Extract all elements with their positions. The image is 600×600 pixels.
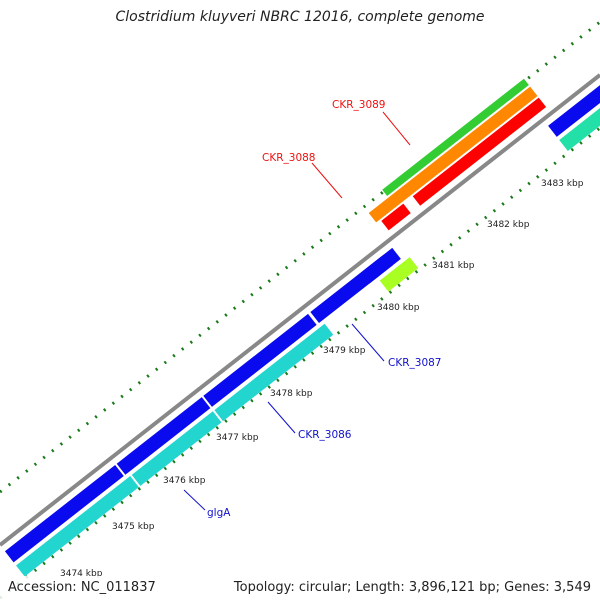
gene-ckr-3089[interactable] [382,78,529,196]
kbp-tick-label: 3482 kbp [487,220,530,230]
reverse-gene-2[interactable] [131,411,222,486]
gene-label-ckr-3088[interactable]: CKR_3088 [262,152,315,164]
aqua-gene-right[interactable] [559,72,600,151]
gene-label-ckr-3086[interactable]: CKR_3086 [298,429,352,441]
label-leader-line [351,323,385,362]
backbone-line [0,73,600,547]
forward-gene-3[interactable] [203,313,317,407]
kbp-tick-label: 3474 kbp [60,569,103,579]
inner-dotted-line [0,126,600,600]
forward-gene-right[interactable] [548,58,600,137]
genome-summary: Topology: circular; Length: 3,896,121 bp… [233,580,591,595]
kbp-tick-label: 3478 kbp [270,389,313,399]
gene-label-ckr-3087[interactable]: CKR_3087 [388,357,441,369]
kbp-tick-label: 3481 kbp [432,261,475,271]
label-leader-line [382,111,411,146]
gene-label-glga[interactable]: glgA [207,507,231,519]
kbp-tick-label: 3483 kbp [541,179,584,189]
gene-ckr-3088[interactable] [412,97,547,206]
kbp-tick-label: 3477 kbp [216,433,259,443]
gene-ckr-3087-forward[interactable] [360,247,401,284]
kbp-tick-label: 3479 kbp [323,346,366,356]
gene-small-red[interactable] [381,203,411,231]
genome-backbone [0,73,600,547]
kbp-tick-label: 3476 kbp [163,476,206,486]
label-leader-line [267,401,296,434]
forward-gene-1[interactable] [4,464,124,563]
forward-gene-2[interactable] [116,397,211,475]
kbp-tick-label: 3475 kbp [112,522,155,532]
accession-label: Accession: NC_011837 [8,580,156,595]
reverse-gene-3[interactable] [214,323,334,422]
gene-features[interactable] [4,58,600,577]
footer-bar: Accession: NC_011837 Topology: circular;… [0,576,600,600]
gene-label-ckr-3089[interactable]: CKR_3089 [332,99,385,111]
gene-orange[interactable] [368,86,538,223]
kbp-ticks: 3474 kbp 3475 kbp 3476 kbp 3477 kbp 3478 kbp… [60,179,584,579]
kbp-tick-label: 3480 kbp [377,303,420,313]
gene-ckr-3087[interactable] [379,257,419,292]
map-title: Clostridium kluyveri NBRC 12016, complet… [115,9,485,25]
reverse-gene-1[interactable] [16,476,139,577]
label-leader-line [311,162,343,199]
gene-labels[interactable]: CKR_3089 CKR_3088 CKR_3087 CKR_3086 glgA [183,99,441,519]
label-leader-line [183,489,206,511]
